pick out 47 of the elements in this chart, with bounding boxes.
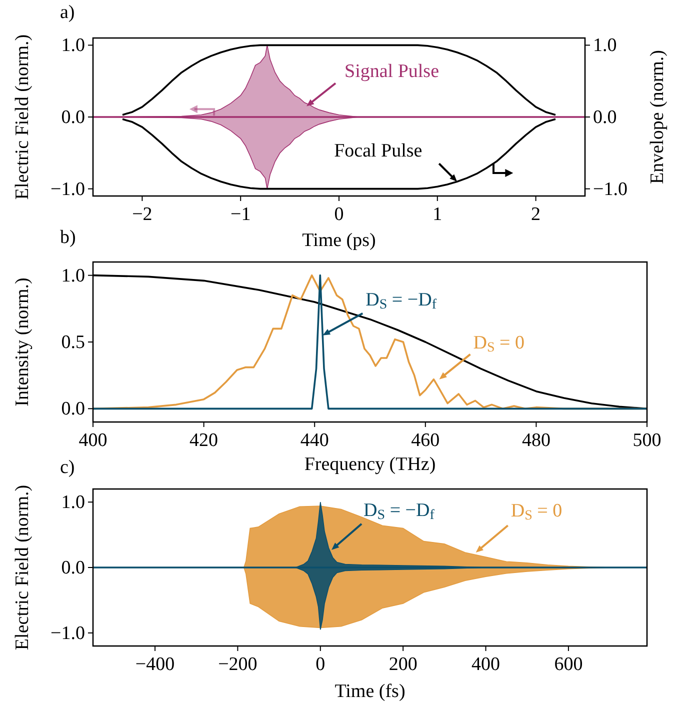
- x-tick-label: 480: [522, 430, 550, 451]
- x-tick-label: −200: [218, 654, 258, 675]
- y-tick-label: 1.0: [61, 35, 85, 56]
- x-tick-label: −1: [230, 204, 251, 225]
- x-tick-label: 440: [300, 430, 329, 451]
- y2-tick-label: 1.0: [593, 35, 617, 56]
- y-tick-label: −1.0: [50, 622, 85, 644]
- x-tick-label: 500: [632, 430, 662, 451]
- y-tick-label: 0.5: [61, 332, 85, 353]
- x-tick-label: 460: [411, 430, 440, 451]
- y-axis-title: Electric Field (norm.): [12, 484, 33, 650]
- chart-title: a): [60, 2, 75, 23]
- y-tick-label: −1.0: [50, 178, 85, 200]
- annotation: Signal Pulse: [344, 61, 440, 82]
- annotation: D$_{S}$ = 0: [473, 332, 524, 356]
- line-series: [122, 44, 556, 116]
- x-axis-title: Time (fs): [334, 681, 406, 702]
- x-tick-label: 0: [334, 204, 344, 225]
- y-tick-label: 0.0: [61, 107, 85, 128]
- x-tick-label: 400: [78, 430, 108, 451]
- annotation: Focal Pulse: [334, 140, 422, 162]
- line-series: [122, 118, 556, 190]
- x-tick-label: 200: [388, 654, 418, 675]
- y-tick-label: 0.0: [61, 398, 85, 420]
- x-axis-title: Frequency (THz): [304, 454, 436, 475]
- chart-title: b): [60, 227, 76, 248]
- x-tick-label: 400: [472, 654, 500, 675]
- y-tick-label: 0.0: [61, 558, 85, 578]
- x-tick-label: 2: [531, 204, 541, 225]
- y-axis-title: Electric Field (norm.): [12, 34, 33, 200]
- x-tick-label: −2: [132, 204, 152, 225]
- x-axis-title: Time (ps): [302, 230, 376, 251]
- y-axis-title: Intensity (norm.): [12, 278, 33, 406]
- y2-tick-label: 0.0: [593, 107, 617, 128]
- x-tick-label: 420: [190, 430, 218, 451]
- x-tick-label: 600: [554, 654, 583, 675]
- chart-title: c): [60, 457, 75, 478]
- x-tick-label: 0: [316, 654, 326, 675]
- y2-tick-label: −1.0: [593, 178, 628, 200]
- y-tick-label: 1.0: [61, 492, 85, 514]
- y-tick-label: 1.0: [61, 265, 85, 286]
- x-tick-label: 1: [432, 204, 442, 225]
- annotation: D$_{S}$ = −D$_{f}$: [366, 289, 437, 312]
- annotation: D$_{S}$ = 0: [510, 500, 562, 524]
- x-tick-label: −400: [135, 654, 175, 675]
- annotation: D$_{S}$ = −D$_{f}$: [364, 500, 435, 523]
- y2-axis-title: Envelope (norm.): [647, 50, 668, 184]
